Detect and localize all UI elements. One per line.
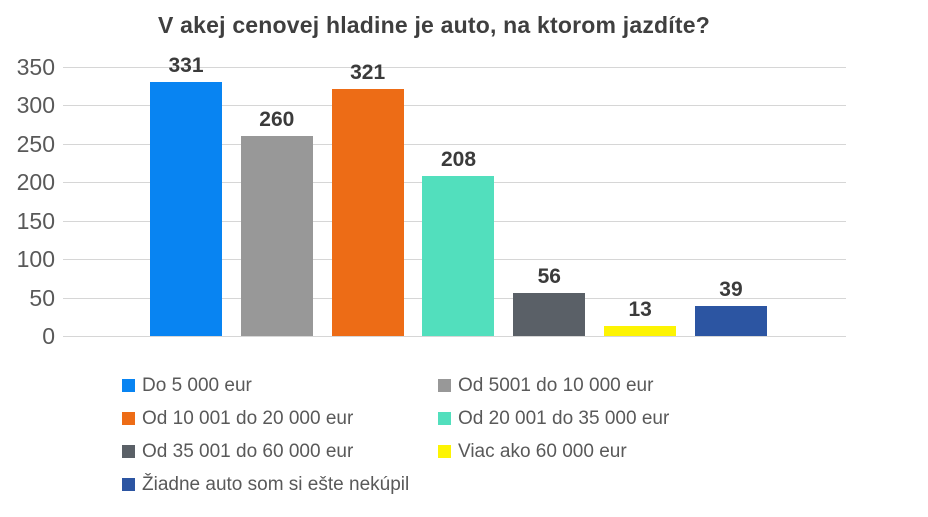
legend-item: Od 10 001 do 20 000 eur xyxy=(122,408,438,430)
bars-layer: 331 260 321 208 56 13 39 xyxy=(63,54,846,336)
y-axis-tick-label: 50 xyxy=(29,284,55,311)
y-axis-tick-label: 100 xyxy=(16,246,55,273)
legend-item: Žiadne auto som si ešte nekúpil xyxy=(122,474,438,496)
legend-swatch-icon xyxy=(438,445,451,458)
bar-value-label: 39 xyxy=(719,278,743,302)
bar xyxy=(422,176,495,336)
legend-swatch-icon xyxy=(122,445,135,458)
legend-item: Od 5001 do 10 000 eur xyxy=(438,375,822,397)
bar xyxy=(240,136,313,336)
legend-item: Od 20 001 do 35 000 eur xyxy=(438,408,822,430)
legend-label: Od 35 001 do 60 000 eur xyxy=(142,440,354,462)
legend-swatch-icon xyxy=(122,478,135,491)
legend-label: Do 5 000 eur xyxy=(142,374,252,396)
y-axis-tick-label: 0 xyxy=(42,323,55,349)
y-axis-tick-label: 250 xyxy=(16,130,55,157)
bar-slot: 13 xyxy=(604,67,677,336)
bar xyxy=(331,89,404,336)
bar-value-label: 321 xyxy=(350,61,386,85)
gridline xyxy=(63,105,846,107)
gridline xyxy=(63,336,846,337)
legend-label: Od 10 001 do 20 000 eur xyxy=(142,407,354,429)
chart-title: V akej cenovej hladine je auto, na ktoro… xyxy=(158,12,710,38)
bar xyxy=(150,81,222,336)
legend-item: Do 5 000 eur xyxy=(122,375,438,397)
bar-slot: 260 xyxy=(240,67,313,336)
y-axis-tick-label: 350 xyxy=(16,54,55,80)
bar xyxy=(513,292,586,336)
gridline xyxy=(63,143,846,145)
bar-slot: 39 xyxy=(694,67,767,336)
legend-item: Viac ako 60 000 eur xyxy=(438,441,822,463)
bar-slot: 321 xyxy=(331,61,404,336)
legend-label: Viac ako 60 000 eur xyxy=(458,440,627,462)
legend-swatch-icon xyxy=(438,412,451,425)
bar-value-label: 208 xyxy=(440,148,477,172)
legend-swatch-icon xyxy=(438,379,451,392)
bar xyxy=(604,326,677,336)
bar xyxy=(694,306,767,336)
legend-label: Od 20 001 do 35 000 eur xyxy=(458,407,670,429)
legend: Do 5 000 eur Od 5001 do 10 000 eur Od 10 0… xyxy=(122,369,822,501)
bar-value-label: 331 xyxy=(168,53,204,77)
bar-value-label: 260 xyxy=(259,108,295,132)
bar-slot: 331 xyxy=(150,54,222,336)
y-axis-tick-label: 200 xyxy=(16,169,55,196)
legend-label: Od 5001 do 10 000 eur xyxy=(458,374,654,396)
bar-value-label: 13 xyxy=(628,298,652,322)
y-axis-tick-label: 300 xyxy=(16,92,55,119)
bar-slot: 56 xyxy=(513,67,586,336)
legend-label: Žiadne auto som si ešte nekúpil xyxy=(142,473,410,495)
legend-swatch-icon xyxy=(122,412,135,425)
y-axis-tick-label: 150 xyxy=(16,207,55,234)
legend-item: Od 35 001 do 60 000 eur xyxy=(122,441,438,463)
gridline xyxy=(63,67,846,68)
bar-value-label: 56 xyxy=(537,264,561,288)
bar-slot: 208 xyxy=(422,67,495,336)
legend-swatch-icon xyxy=(122,379,135,392)
plot-area: 331 260 321 208 56 13 39 xyxy=(63,54,846,337)
